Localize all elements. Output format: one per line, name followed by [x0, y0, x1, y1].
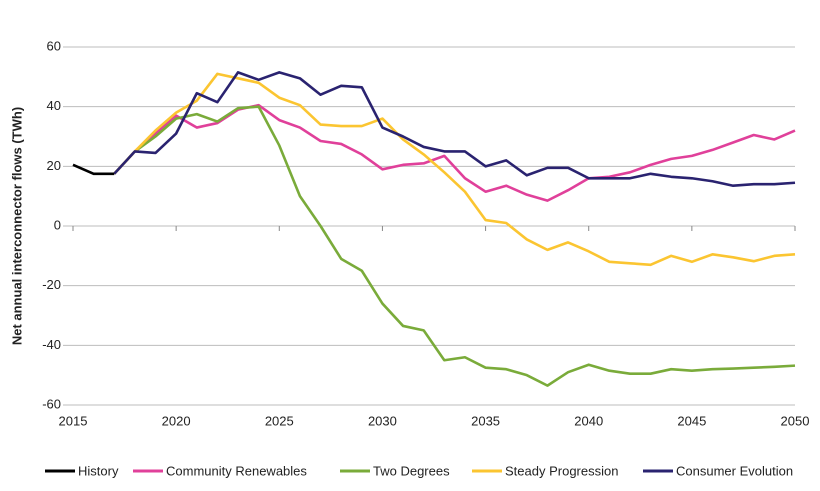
y-tick-label: 20 [47, 158, 61, 173]
legend-label: Two Degrees [373, 463, 450, 478]
y-tick-label: 40 [47, 98, 61, 113]
x-tick-label: 2020 [162, 413, 191, 428]
series-line [113, 103, 796, 202]
y-tick-label: 0 [54, 217, 61, 232]
legend-label: Community Renewables [166, 463, 307, 478]
legend-label: Consumer Evolution [676, 463, 793, 478]
y-tick-label: -60 [42, 396, 61, 411]
y-tick-label: 60 [47, 38, 61, 53]
series-line [113, 105, 796, 387]
x-tick-label: 2015 [59, 413, 88, 428]
y-tick-label: -20 [42, 277, 61, 292]
x-tick-label: 2045 [677, 413, 706, 428]
x-tick-label: 2025 [265, 413, 294, 428]
series-line [113, 71, 796, 188]
y-tick-label: -40 [42, 337, 61, 352]
x-tick-label: 2040 [574, 413, 603, 428]
x-tick-label: 2030 [368, 413, 397, 428]
x-tick-label: 2050 [781, 413, 810, 428]
series-line [72, 163, 115, 176]
legend-label: Steady Progression [505, 463, 618, 478]
x-tick-label: 2035 [471, 413, 500, 428]
series-line [113, 72, 796, 267]
y-axis-label: Net annual interconnector flows (TWh) [9, 107, 24, 345]
legend-label: History [78, 463, 119, 478]
